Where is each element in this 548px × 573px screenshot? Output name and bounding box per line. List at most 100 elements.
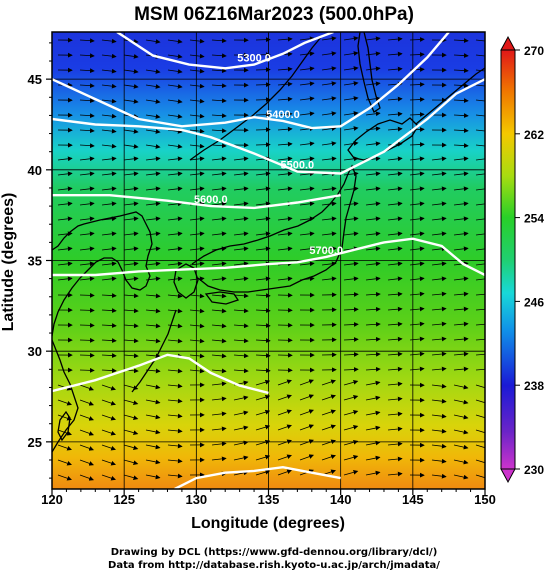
wind-arrow <box>79 367 95 373</box>
wind-arrow <box>475 99 485 102</box>
wind-arrow <box>233 201 249 207</box>
wind-arrow <box>233 410 249 416</box>
wind-arrow <box>387 471 403 477</box>
wind-arrow <box>431 443 447 449</box>
wind-arrow <box>167 246 183 252</box>
wind-arrow <box>321 126 337 131</box>
wind-arrow <box>123 444 139 451</box>
wind-arrow <box>321 66 337 71</box>
wind-arrow <box>387 276 403 282</box>
wind-arrow <box>167 201 183 207</box>
wind-arrow <box>343 337 359 342</box>
wind-arrow <box>321 454 336 461</box>
wind-arrow <box>475 114 485 117</box>
wind-arrow <box>255 308 271 313</box>
wind-arrow <box>453 143 469 148</box>
coastline-taiwan <box>57 410 71 442</box>
wind-arrow <box>145 429 161 435</box>
wind-arrow <box>145 459 161 465</box>
wind-arrow <box>453 306 469 312</box>
wind-arrow <box>299 379 314 386</box>
wind-arrow <box>387 426 403 432</box>
wind-arrow <box>255 379 271 386</box>
wind-arrow <box>167 428 183 434</box>
wind-arrow <box>475 233 485 236</box>
wind-arrow <box>387 336 403 342</box>
wind-arrow <box>189 276 205 282</box>
wind-arrow <box>189 338 205 344</box>
wind-arrow <box>123 216 139 222</box>
wind-arrow <box>233 368 249 374</box>
wind-arrow <box>167 368 183 374</box>
wind-arrow <box>101 353 117 358</box>
y-tick-label: 40 <box>28 163 42 178</box>
wind-arrow <box>255 67 271 73</box>
wind-arrow <box>453 216 469 222</box>
wind-arrow <box>233 308 249 314</box>
wind-arrow <box>409 97 425 102</box>
wind-arrow <box>431 276 447 282</box>
wind-arrow <box>475 54 485 57</box>
wind-arrow <box>365 186 381 192</box>
wind-arrow <box>475 459 485 466</box>
wind-arrow <box>101 171 117 177</box>
wind-arrow <box>277 439 292 446</box>
wind-arrow <box>387 186 403 192</box>
wind-arrow <box>57 459 72 466</box>
wind-arrow <box>189 128 205 134</box>
wind-arrow <box>123 474 139 481</box>
wind-arrow <box>233 216 249 222</box>
wind-arrow <box>79 98 95 104</box>
wind-arrow <box>79 414 94 421</box>
wind-arrow <box>145 129 161 134</box>
wind-arrow <box>453 98 469 103</box>
wind-arrow <box>387 171 403 177</box>
wind-arrow <box>211 338 227 344</box>
wind-arrow <box>321 379 336 386</box>
wind-arrow <box>431 201 447 207</box>
wind-arrow <box>299 156 315 162</box>
height-contour-line <box>52 237 485 277</box>
wind-arrow <box>321 409 336 416</box>
colorbar-tick-label: 262 <box>524 128 544 142</box>
wind-arrow <box>387 396 403 402</box>
coastline-ryukyu <box>131 309 177 393</box>
wind-arrow <box>365 410 381 416</box>
wind-arrow <box>409 231 425 237</box>
wind-arrow <box>123 99 139 104</box>
wind-arrow <box>167 383 183 389</box>
wind-arrow <box>123 399 139 406</box>
wind-arrow <box>299 261 315 267</box>
wind-arrow <box>431 186 447 192</box>
wind-arrow <box>123 246 139 252</box>
colorbar-min-arrow <box>500 468 516 484</box>
wind-arrow <box>189 323 205 329</box>
wind-arrow <box>57 171 73 177</box>
wind-arrow <box>123 84 139 89</box>
wind-arrow <box>299 81 315 87</box>
coastline-east-china <box>52 339 79 453</box>
wind-arrow <box>211 368 227 374</box>
wind-arrow <box>431 216 447 222</box>
wind-arrow <box>211 128 227 134</box>
wind-arrow <box>409 261 425 267</box>
wind-arrow <box>145 216 161 222</box>
wind-arrow <box>343 51 359 56</box>
wind-arrow <box>277 394 292 401</box>
height-contour-label: 5500.0 <box>281 160 315 172</box>
wind-arrow <box>167 84 183 89</box>
wind-arrow <box>475 308 485 311</box>
wind-arrow <box>123 156 139 162</box>
wind-arrow <box>101 128 117 134</box>
credit-drawing-text: Drawing by DCL (https://www.gfd-dennou.o… <box>110 547 438 558</box>
wind-arrow <box>211 38 227 44</box>
wind-arrow <box>453 68 469 73</box>
height-contours: 5300.0 5400.0 5500.0 5600.0 5700.0 <box>52 32 485 489</box>
wind-arrow <box>453 351 469 357</box>
wind-arrow <box>101 444 116 451</box>
wind-arrow <box>79 292 95 298</box>
wind-arrow <box>167 338 183 344</box>
wind-arrow <box>453 38 469 43</box>
wind-arrow <box>79 83 95 89</box>
wind-arrow <box>431 321 447 327</box>
